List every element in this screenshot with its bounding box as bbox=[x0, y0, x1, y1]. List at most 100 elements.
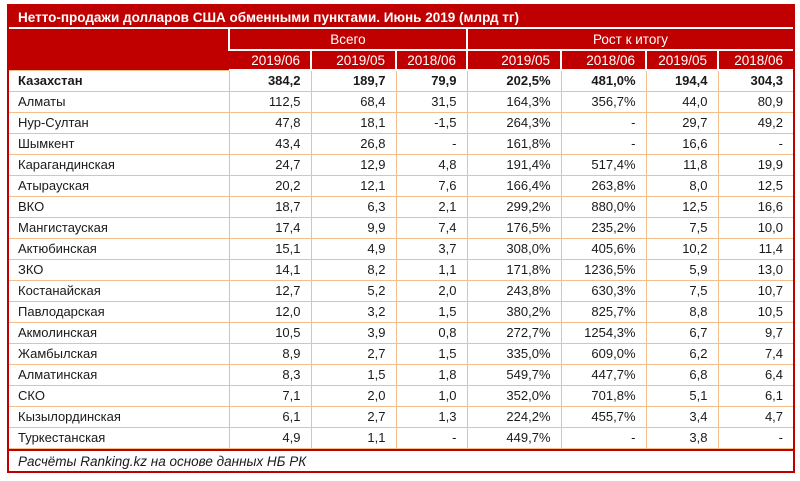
value-cell: 202,5% bbox=[466, 69, 562, 92]
value-cell: 6,1 bbox=[228, 406, 312, 428]
value-cell: 8,9 bbox=[228, 343, 312, 365]
region-name-cell: Алматы bbox=[9, 91, 230, 113]
value-cell: 7,5 bbox=[645, 280, 719, 302]
value-cell: 1,5 bbox=[310, 364, 397, 386]
region-name-cell: ЗКО bbox=[9, 259, 230, 281]
value-cell: 12,1 bbox=[310, 175, 397, 197]
table-row: Актюбинская 15,1 4,9 3,7 308,0% 405,6% 10,2 11,… bbox=[9, 238, 794, 260]
value-cell: 8,2 bbox=[310, 259, 397, 281]
table-row: Карагандинская 24,7 12,9 4,8 191,4% 517,4% 11,… bbox=[9, 154, 794, 176]
table-row: Нур-Султан 47,8 18,1 -1,5 264,3% -29,7 49,2 bbox=[9, 112, 794, 134]
table-row: ЗКО 14,1 8,2 1,1 171,8% 1236,5% 5,9 13,0 bbox=[9, 259, 794, 281]
value-cell: 17,4 bbox=[228, 217, 312, 239]
value-cell: 7,6 bbox=[395, 175, 468, 197]
region-name-cell: Мангистауская bbox=[9, 217, 230, 239]
value-cell: 2,0 bbox=[395, 280, 468, 302]
value-cell: - bbox=[395, 427, 468, 449]
table-header: Всего Рост к итогу 2019/06 2019/05 2018/… bbox=[9, 29, 794, 71]
table-row: Алматинская 8,3 1,5 1,8 549,7% 447,7% 6,8 6,4 bbox=[9, 364, 794, 386]
value-cell: 1236,5% bbox=[560, 259, 647, 281]
value-cell: 16,6 bbox=[717, 196, 794, 218]
table-row: Мангистауская 17,4 9,9 7,4 176,5% 235,2% 7,5 10… bbox=[9, 217, 794, 239]
value-cell: -1,5 bbox=[395, 112, 468, 134]
value-cell: 10,7 bbox=[717, 280, 794, 302]
value-cell: 299,2% bbox=[466, 196, 562, 218]
value-cell: 4,7 bbox=[717, 406, 794, 428]
region-name-cell: Шымкент bbox=[9, 133, 230, 155]
table-row: Туркестанская 4,9 1,1-449,7% -3,8- bbox=[9, 427, 794, 449]
value-cell: 481,0% bbox=[560, 69, 647, 92]
value-cell: 166,4% bbox=[466, 175, 562, 197]
value-cell: 19,9 bbox=[717, 154, 794, 176]
value-cell: 264,3% bbox=[466, 112, 562, 134]
value-cell: 8,8 bbox=[645, 301, 719, 323]
value-cell: 171,8% bbox=[466, 259, 562, 281]
value-cell: 880,0% bbox=[560, 196, 647, 218]
value-cell: 10,5 bbox=[228, 322, 312, 344]
value-cell: 189,7 bbox=[310, 69, 397, 92]
report-table-frame: Нетто-продажи долларов США обменными пун… bbox=[7, 4, 795, 473]
value-cell: 68,4 bbox=[310, 91, 397, 113]
value-cell: - bbox=[395, 133, 468, 155]
value-cell: 1,1 bbox=[395, 259, 468, 281]
value-cell: - bbox=[560, 133, 647, 155]
column-header-growth2-2018-06: 2018/06 bbox=[716, 49, 794, 71]
table-row: Жамбылская 8,9 2,7 1,5 335,0% 609,0% 6,2 7,4 bbox=[9, 343, 794, 365]
region-name-cell: Атырауская bbox=[9, 175, 230, 197]
value-cell: 31,5 bbox=[395, 91, 468, 113]
value-cell: 7,5 bbox=[645, 217, 719, 239]
table-title: Нетто-продажи долларов США обменными пун… bbox=[9, 6, 793, 29]
table-row: ВКО 18,7 6,3 2,1 299,2% 880,0% 12,5 16,6 bbox=[9, 196, 794, 218]
value-cell: 2,7 bbox=[310, 343, 397, 365]
value-cell: 3,8 bbox=[645, 427, 719, 449]
value-cell: 701,8% bbox=[560, 385, 647, 407]
table-body: Казахстан 384,2 189,7 79,9 202,5% 481,0% 194,4… bbox=[9, 69, 794, 449]
value-cell: - bbox=[717, 427, 794, 449]
value-cell: 20,2 bbox=[228, 175, 312, 197]
value-cell: 2,7 bbox=[310, 406, 397, 428]
value-cell: 10,2 bbox=[645, 238, 719, 260]
value-cell: 49,2 bbox=[717, 112, 794, 134]
value-cell: 12,5 bbox=[717, 175, 794, 197]
value-cell: 176,5% bbox=[466, 217, 562, 239]
value-cell: 1,5 bbox=[395, 301, 468, 323]
value-cell: - bbox=[560, 427, 647, 449]
table-row: Кызылординская 6,1 2,7 1,3 224,2% 455,7% 3,4 4,… bbox=[9, 406, 794, 428]
column-header-2018-06: 2018/06 bbox=[395, 49, 468, 71]
value-cell: 630,3% bbox=[560, 280, 647, 302]
value-cell: 12,7 bbox=[228, 280, 312, 302]
region-name-cell: ВКО bbox=[9, 196, 230, 218]
value-cell: 5,2 bbox=[310, 280, 397, 302]
value-cell: 825,7% bbox=[560, 301, 647, 323]
value-cell: 609,0% bbox=[560, 343, 647, 365]
value-cell: 1,0 bbox=[395, 385, 468, 407]
value-cell: 1,3 bbox=[395, 406, 468, 428]
table-row: Шымкент 43,4 26,8-161,8% -16,6- bbox=[9, 133, 794, 155]
value-cell: 6,8 bbox=[645, 364, 719, 386]
value-cell: 15,1 bbox=[228, 238, 312, 260]
data-table: Всего Рост к итогу 2019/06 2019/05 2018/… bbox=[9, 29, 794, 449]
value-cell: 1,8 bbox=[395, 364, 468, 386]
corner-cell bbox=[9, 29, 229, 70]
value-cell: 308,0% bbox=[466, 238, 562, 260]
value-cell: 4,8 bbox=[395, 154, 468, 176]
value-cell: 12,5 bbox=[645, 196, 719, 218]
region-name-cell: Нур-Султан bbox=[9, 112, 230, 134]
value-cell: 356,7% bbox=[560, 91, 647, 113]
table-row: Костанайская 12,7 5,2 2,0 243,8% 630,3% 7,5 10,… bbox=[9, 280, 794, 302]
value-cell: 11,4 bbox=[717, 238, 794, 260]
value-cell: 7,4 bbox=[395, 217, 468, 239]
value-cell: 8,0 bbox=[645, 175, 719, 197]
value-cell: 272,7% bbox=[466, 322, 562, 344]
value-cell: 5,1 bbox=[645, 385, 719, 407]
value-cell: 18,1 bbox=[310, 112, 397, 134]
value-cell: 447,7% bbox=[560, 364, 647, 386]
column-header-growth-2019-05: 2019/05 bbox=[466, 49, 562, 71]
value-cell: 112,5 bbox=[228, 91, 312, 113]
value-cell: 3,4 bbox=[645, 406, 719, 428]
value-cell: 380,2% bbox=[466, 301, 562, 323]
column-group-growth: Рост к итогу bbox=[465, 29, 794, 51]
value-cell: 352,0% bbox=[466, 385, 562, 407]
source-note: Расчёты Ranking.kz на основе данных НБ Р… bbox=[9, 449, 793, 471]
value-cell: 224,2% bbox=[466, 406, 562, 428]
